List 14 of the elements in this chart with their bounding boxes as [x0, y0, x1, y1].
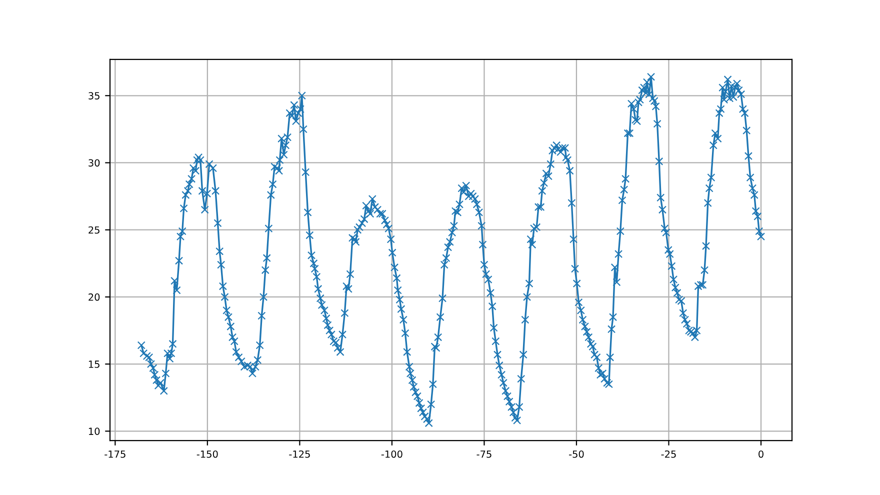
y-tick-label: 25	[88, 226, 100, 234]
x-tick-label: -125	[289, 450, 310, 458]
y-tick-label: 35	[88, 92, 100, 100]
x-tick-label: -175	[104, 450, 126, 458]
x-tick-label: -50	[569, 450, 584, 458]
x-tick-label: -75	[476, 450, 492, 458]
y-tick-label: 30	[88, 159, 100, 167]
x-tick-label: -25	[661, 450, 676, 458]
x-tick-label: -150	[196, 450, 218, 458]
x-tick-label: 0	[758, 450, 764, 458]
x-tick-label: -100	[381, 450, 402, 458]
y-tick-label: 20	[88, 293, 100, 301]
y-tick-label: 15	[88, 360, 100, 368]
y-tick-label: 10	[88, 428, 100, 435]
